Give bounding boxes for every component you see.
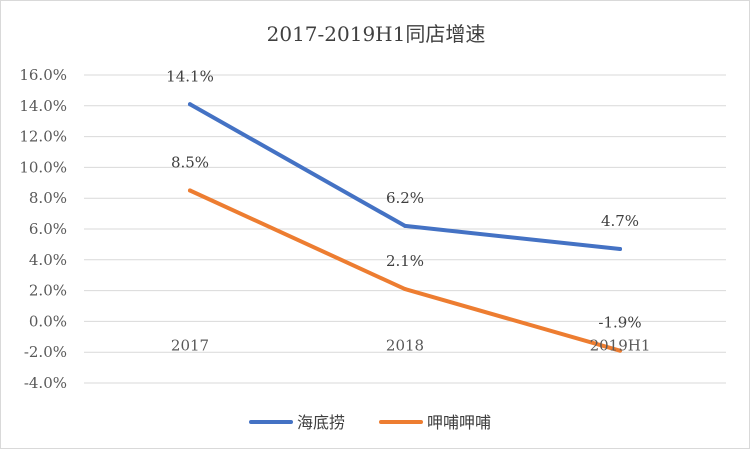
y-tick-label: 12.0%: [19, 128, 67, 146]
series-lines: [188, 102, 622, 353]
series-line-2: [188, 188, 622, 353]
legend-label: 海底捞: [297, 413, 345, 432]
data-label: 4.7%: [601, 212, 639, 230]
chart-title: 2017-2019H1同店增速: [267, 22, 486, 46]
data-label: 14.1%: [166, 67, 214, 85]
data-label: 2.1%: [386, 252, 424, 270]
data-point: [618, 247, 622, 252]
y-tick-label: 4.0%: [29, 251, 67, 269]
y-tick-label: 0.0%: [29, 312, 67, 330]
x-tick-label: 2018: [386, 336, 424, 354]
y-tick-label: -2.0%: [24, 343, 67, 361]
data-point: [618, 348, 622, 353]
y-tick-label: 6.0%: [29, 220, 67, 238]
data-point: [188, 188, 192, 193]
x-axis-ticks: 2017 2018 2019H1: [171, 336, 651, 354]
y-tick-label: 10.0%: [19, 158, 67, 176]
y-tick-label: 16.0%: [19, 66, 67, 84]
legend-label: 呷哺呷哺: [427, 413, 491, 432]
data-label: 6.2%: [386, 189, 424, 207]
x-tick-label: 2019H1: [590, 336, 651, 354]
y-tick-label: 2.0%: [29, 282, 67, 300]
data-point: [403, 223, 407, 228]
y-tick-label: 14.0%: [19, 97, 67, 115]
x-tick-label: 2017: [171, 336, 209, 354]
legend: 海底捞 呷哺呷哺: [249, 413, 491, 432]
y-axis-ticks: 16.0% 14.0% 12.0% 10.0% 8.0% 6.0% 4.0% 2.0% 0.0%…: [19, 66, 67, 392]
y-tick-label: -4.0%: [24, 374, 67, 392]
data-point: [188, 102, 192, 107]
data-label: 8.5%: [171, 154, 209, 172]
data-labels: 14.1% 6.2% 4.7% 8.5% 2.1% -1.9%: [166, 67, 641, 331]
y-tick-label: 8.0%: [29, 189, 67, 207]
data-point: [403, 287, 407, 292]
data-label: -1.9%: [598, 314, 641, 332]
